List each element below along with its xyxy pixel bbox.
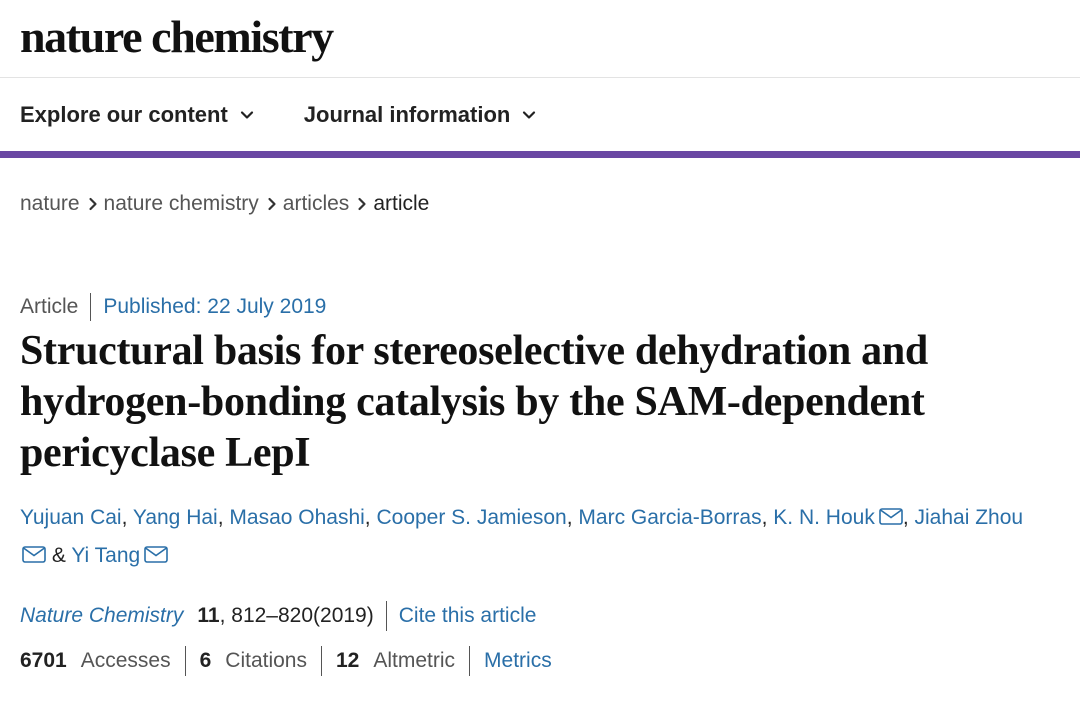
author-link[interactable]: Masao Ohashi [229, 506, 365, 529]
journal-name[interactable]: Nature Chemistry [20, 604, 184, 627]
citations-count: 6 [199, 649, 212, 672]
breadcrumb: nature nature chemistry articles article [0, 192, 1080, 216]
divider [385, 601, 387, 631]
main-nav: Explore our content Journal information [0, 78, 1080, 158]
accesses-label: Accesses [80, 649, 171, 672]
published-date: Published: 22 July 2019 [103, 295, 327, 318]
cite-article-link[interactable]: Cite this article [398, 604, 537, 627]
altmetric-count: 12 [335, 649, 360, 672]
author-link[interactable]: K. N. Houk [773, 506, 875, 529]
author-list: Yujuan Cai, Yang Hai, Masao Ohashi, Coop… [20, 506, 1024, 567]
breadcrumb-nature[interactable]: nature [20, 192, 80, 215]
altmetric-label: Altmetric [373, 649, 456, 672]
nav-journal-information[interactable]: Journal information [304, 102, 537, 128]
chevron-right-icon [88, 197, 97, 211]
nav-explore-content[interactable]: Explore our content [20, 102, 254, 128]
author-link[interactable]: Yang Hai [132, 506, 218, 529]
volume-number: 11 [197, 604, 220, 627]
site-logo[interactable]: nature chemistry [20, 11, 334, 62]
citations-label: Citations [225, 649, 307, 672]
citation-line: Nature Chemistry 11 , 812–820(2019) Cite… [0, 601, 1080, 631]
metrics-bar: 6701 Accesses 6 Citations 12 Altmetric M… [0, 646, 1080, 676]
author-link[interactable]: Marc Garcia-Borras [578, 506, 762, 529]
author-link[interactable]: Jiahai Zhou [914, 506, 1024, 529]
email-icon[interactable] [879, 508, 903, 525]
article-header: Article Published: 22 July 2019 Structur… [0, 292, 1080, 575]
article-type: Article [20, 295, 79, 318]
breadcrumb-current: article [373, 192, 430, 215]
divider [184, 646, 186, 676]
chevron-right-icon [268, 197, 276, 211]
article-title: Structural basis for stereoselective deh… [20, 328, 928, 476]
breadcrumb-nature-chemistry[interactable]: nature chemistry [103, 192, 259, 215]
article-meta: Article Published: 22 July 2019 [20, 292, 1080, 322]
accesses-count: 6701 [20, 649, 67, 672]
author-link[interactable]: Yujuan Cai [20, 506, 122, 529]
author-ampersand: & [51, 544, 66, 567]
divider [469, 646, 471, 676]
chevron-down-icon [523, 110, 536, 119]
author-link[interactable]: Cooper S. Jamieson [376, 506, 567, 529]
author-link[interactable]: Yi Tang [71, 544, 141, 567]
metrics-link[interactable]: Metrics [484, 649, 552, 672]
email-icon[interactable] [144, 546, 169, 563]
email-icon[interactable] [22, 546, 46, 563]
chevron-down-icon [240, 110, 253, 119]
chevron-right-icon [358, 197, 366, 211]
divider [90, 293, 92, 321]
breadcrumb-articles[interactable]: articles [282, 192, 350, 215]
nav-journal-information-label: Journal information [303, 101, 511, 127]
masthead: nature chemistry [0, 0, 1080, 78]
pages-year: , 812–820(2019) [219, 604, 374, 627]
divider [320, 646, 322, 676]
nav-explore-content-label: Explore our content [20, 101, 228, 127]
